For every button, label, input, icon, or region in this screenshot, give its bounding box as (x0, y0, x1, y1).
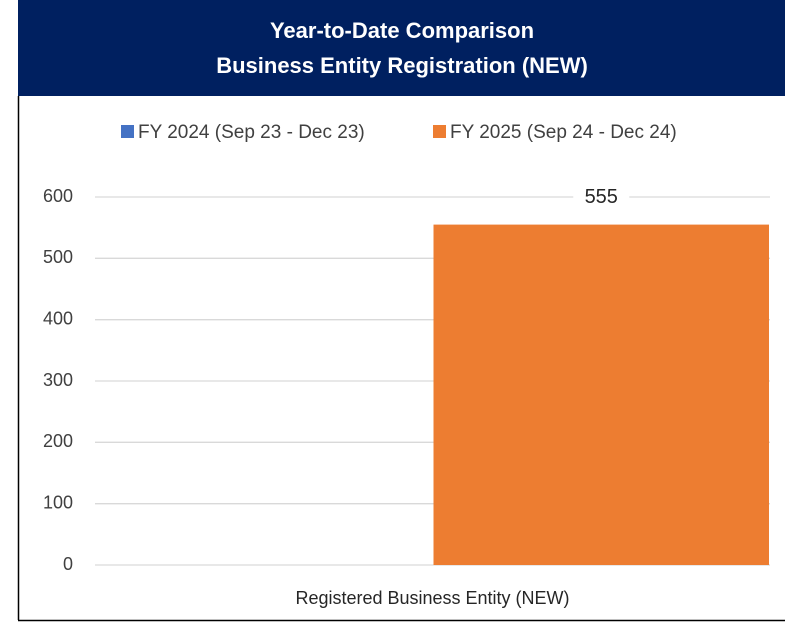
y-tick-label: 0 (63, 554, 73, 574)
bar (433, 224, 769, 565)
y-tick-label: 500 (43, 247, 73, 267)
data-label: 555 (585, 186, 618, 208)
legend-swatch (433, 125, 446, 138)
header-band (18, 0, 785, 96)
chart-title: Year-to-Date Comparison (270, 18, 534, 43)
y-tick-label: 600 (43, 186, 73, 206)
y-tick-label: 100 (43, 492, 73, 512)
y-tick-label: 400 (43, 308, 73, 328)
chart-subtitle: Business Entity Registration (NEW) (216, 53, 588, 78)
legend-swatch (121, 125, 134, 138)
y-tick-label: 300 (43, 370, 73, 390)
y-tick-label: 200 (43, 431, 73, 451)
data-label-bg (573, 184, 630, 211)
legend-label: FY 2025 (Sep 24 - Dec 24) (450, 122, 677, 143)
legend-label: FY 2024 (Sep 23 - Dec 23) (138, 122, 365, 143)
x-tick-label: Registered Business Entity (NEW) (295, 588, 569, 608)
